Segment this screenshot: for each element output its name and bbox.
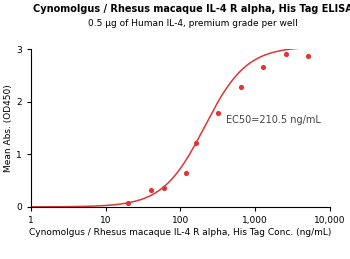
Point bbox=[125, 201, 131, 205]
Text: EC50=210.5 ng/mL: EC50=210.5 ng/mL bbox=[226, 115, 321, 125]
Point bbox=[283, 52, 289, 56]
Point bbox=[161, 186, 167, 191]
Point bbox=[148, 188, 153, 192]
Point bbox=[260, 65, 266, 69]
Point bbox=[306, 54, 311, 58]
Point bbox=[193, 141, 198, 145]
Text: Cynomolgus / Rhesus macaque IL-4 R alpha, His Tag ELISA: Cynomolgus / Rhesus macaque IL-4 R alpha… bbox=[33, 4, 350, 14]
Point bbox=[183, 171, 189, 175]
Y-axis label: Mean Abs. (OD450): Mean Abs. (OD450) bbox=[4, 84, 13, 172]
Point bbox=[238, 85, 244, 89]
Text: 0.5 μg of Human IL-4, premium grade per well: 0.5 μg of Human IL-4, premium grade per … bbox=[88, 19, 298, 28]
Point bbox=[215, 111, 221, 115]
X-axis label: Cynomolgus / Rhesus macaque IL-4 R alpha, His Tag Conc. (ng/mL): Cynomolgus / Rhesus macaque IL-4 R alpha… bbox=[29, 228, 331, 237]
